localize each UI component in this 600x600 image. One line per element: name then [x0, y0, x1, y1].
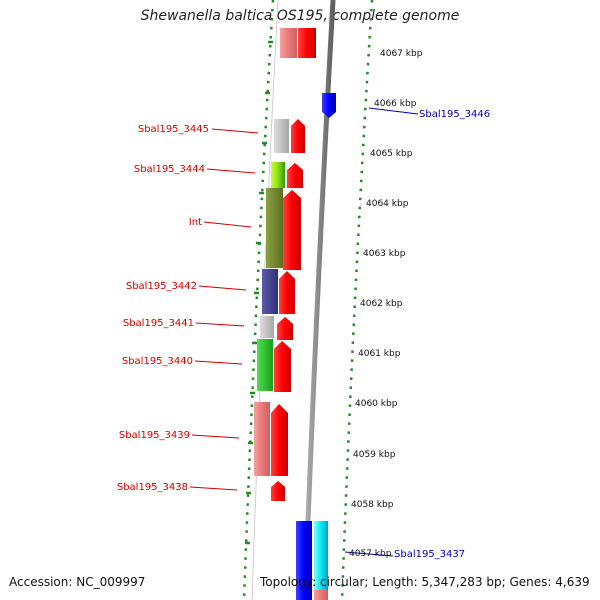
sbal3439-pink — [254, 402, 270, 476]
accession-text: Accession: NC_009997 — [9, 575, 146, 589]
sbal3437-cyan — [314, 521, 328, 600]
genome-title: Shewanella baltica OS195, complete genom… — [140, 8, 460, 24]
sbal3440-green — [257, 339, 273, 391]
int-olive — [266, 188, 283, 268]
sbal3440-arrow — [274, 341, 291, 392]
kbp-label-4061: 4061 kbp — [358, 349, 401, 359]
kbp-label-4063: 4063 kbp — [363, 249, 406, 259]
leader-lines — [189, 107, 419, 557]
kbp-label-4060: 4060 kbp — [355, 399, 398, 409]
kbp-label-4057: 4057 kbp — [349, 549, 392, 559]
sbal3442-navy — [262, 269, 278, 314]
genome-backbone — [302, 0, 336, 600]
topology-text: Topology: circular; Length: 5,347,283 bp… — [260, 575, 590, 589]
label-sbal3438: Sbal195_3438 — [117, 482, 188, 493]
kbp-label-4059: 4059 kbp — [353, 450, 396, 460]
label-sbal3442: Sbal195_3442 — [126, 281, 197, 292]
sbal3441-arrow — [277, 317, 293, 340]
kbp-label-4064: 4064 kbp — [366, 199, 409, 209]
sbal3438-arrow — [271, 481, 285, 501]
sbal3441-gray — [260, 316, 274, 338]
sbal3442-arrow — [279, 271, 295, 314]
label-sbal3439: Sbal195_3439 — [119, 430, 190, 441]
feature-top-pink — [280, 28, 297, 58]
label-sbal3446: Sbal195_3446 — [419, 109, 490, 120]
label-sbal3444: Sbal195_3444 — [134, 164, 205, 175]
int-arrow — [283, 190, 301, 270]
label-sbal3437: Sbal195_3437 — [394, 549, 465, 560]
bottom-red-strip — [314, 590, 328, 600]
sbal3439-arrow — [271, 404, 288, 476]
sbal3445-gray — [274, 119, 289, 153]
sbal3445-arrow — [291, 119, 305, 153]
sbal3446-arrow — [322, 93, 336, 118]
kbp-label-4067: 4067 kbp — [380, 49, 423, 59]
feature-top-red — [298, 28, 316, 58]
sbal3444-lime — [271, 162, 285, 188]
kbp-label-4065: 4065 kbp — [370, 149, 413, 159]
kbp-label-4058: 4058 kbp — [351, 500, 394, 510]
kbp-label-4062: 4062 kbp — [360, 299, 403, 309]
kbp-label-4066: 4066 kbp — [374, 99, 417, 109]
label-sbal3441: Sbal195_3441 — [123, 318, 194, 329]
sbal3444-arrow — [287, 163, 303, 188]
label-sbal3445: Sbal195_3445 — [138, 124, 209, 135]
label-sbal3440: Sbal195_3440 — [122, 356, 193, 367]
left-ring-ticks — [245, 40, 273, 545]
sbal3437-blue — [296, 521, 312, 600]
label-int: Int — [189, 217, 202, 228]
